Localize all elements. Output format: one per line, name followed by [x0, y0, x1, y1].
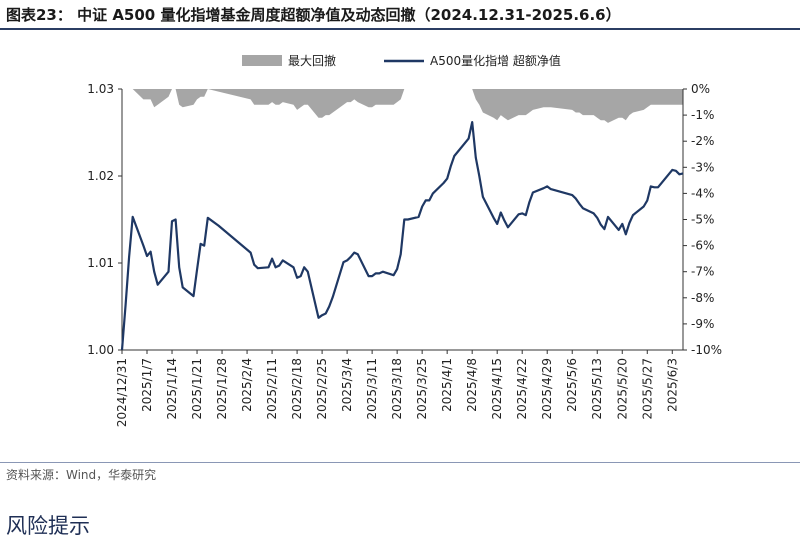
x-tick-label: 2025/1/21 [190, 358, 204, 420]
right-tick-label: -3% [691, 160, 714, 174]
x-tick-label: 2025/1/14 [165, 358, 179, 420]
x-tick-label: 2025/1/7 [140, 358, 154, 412]
legend: 最大回撤 A500量化指增 超额净值 [242, 53, 561, 68]
right-tick-label: -1% [691, 108, 714, 122]
x-tick-label: 2025/5/27 [640, 358, 654, 420]
x-tick-label: 2025/2/18 [290, 358, 304, 420]
right-tick-label: -2% [691, 134, 714, 148]
x-tick-label: 2025/3/18 [390, 358, 404, 420]
x-tick-label: 2025/4/1 [440, 358, 454, 412]
title-rule [0, 28, 800, 30]
x-tick-label: 2025/2/11 [265, 358, 279, 420]
right-tick-label: 0% [691, 82, 710, 96]
excess-nav-line [120, 120, 684, 351]
left-tick-label: 1.01 [87, 256, 114, 270]
legend-label-drawdown: 最大回撤 [288, 53, 336, 68]
right-tick-label: -4% [691, 186, 714, 200]
x-tick-label: 2025/4/29 [540, 358, 554, 420]
x-tick-label: 2025/3/11 [365, 358, 379, 420]
legend-label-excess-nav: A500量化指增 超额净值 [430, 53, 561, 68]
x-tick-label: 2025/5/13 [590, 358, 604, 420]
x-tick-label: 2025/6/3 [665, 358, 679, 412]
x-tick-label: 2025/3/4 [340, 358, 354, 412]
right-tick-label: -7% [691, 265, 714, 279]
source-note: 资料来源：Wind，华泰研究 [6, 468, 157, 482]
left-tick-label: 1.00 [87, 343, 114, 357]
source-rule [0, 462, 800, 463]
legend-swatch-drawdown [242, 55, 282, 66]
right-tick-label: -5% [691, 213, 714, 227]
x-tick-label: 2025/2/4 [240, 358, 254, 412]
drawdown-area-layer [122, 89, 683, 123]
x-tick-label: 2025/5/20 [615, 358, 629, 420]
x-tick-label: 2025/4/8 [465, 358, 479, 412]
right-tick-label: -6% [691, 239, 714, 253]
drawdown-area [122, 89, 683, 123]
right-tick-label: -8% [691, 291, 714, 305]
x-tick-label: 2025/4/15 [490, 358, 504, 420]
x-tick-label: 2025/3/25 [415, 358, 429, 420]
figure-title: 图表23： 中证 A500 量化指增基金周度超额净值及动态回撤（2024.12.… [6, 6, 621, 24]
x-tick-label: 2025/2/25 [315, 358, 329, 420]
x-tick-label: 2025/1/28 [215, 358, 229, 420]
chart: 1.00 1.01 1.02 1.03 0% -1% -2% -3% -4% -5% -6% -7% -… [87, 53, 722, 427]
x-tick-label: 2024/12/31 [115, 358, 129, 427]
left-tick-label: 1.03 [87, 82, 114, 96]
excess-nav-line-layer [120, 120, 684, 351]
right-tick-label: -10% [691, 343, 722, 357]
x-tick-label: 2025/5/6 [565, 358, 579, 412]
left-tick-label: 1.02 [87, 169, 114, 183]
section-heading: 风险提示 [6, 514, 90, 538]
x-tick-label: 2025/4/22 [515, 358, 529, 420]
figure-title-bar: 图表23： 中证 A500 量化指增基金周度超额净值及动态回撤（2024.12.… [0, 0, 800, 30]
axes-layer: 1.00 1.01 1.02 1.03 0% -1% -2% -3% -4% -5% -6% -7% -… [87, 82, 722, 427]
right-tick-label: -9% [691, 317, 714, 331]
